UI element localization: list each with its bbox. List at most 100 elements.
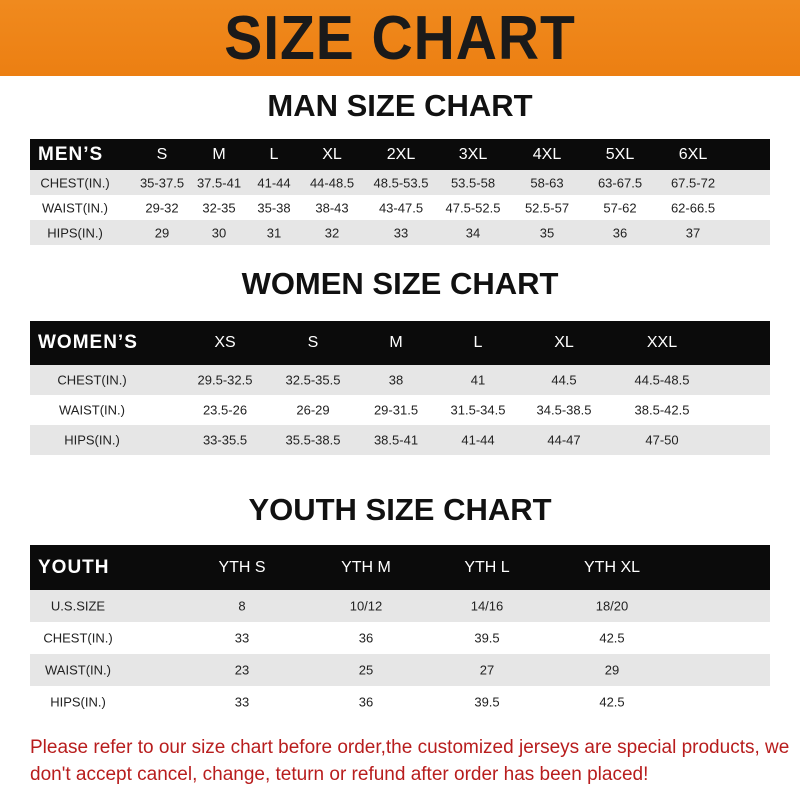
table-cell: 18/20 <box>595 598 629 614</box>
table-cell: 25 <box>358 662 374 678</box>
table-cell: 33 <box>234 694 250 710</box>
table-cell: 42.5 <box>599 630 625 646</box>
table-cell: 41-44 <box>461 432 495 448</box>
table-row: HIPS(IN.) 33 36 39.5 42.5 <box>30 686 770 718</box>
table-row: WAIST(IN.) 23 25 27 29 <box>30 654 770 686</box>
table-cell: 8 <box>238 598 246 614</box>
table-cell: YTH S <box>218 558 266 576</box>
table-cell: 31 <box>266 225 282 240</box>
table-cell: 6XL <box>678 145 708 163</box>
women-size-table: WOMEN’S XS S M L XL XXL CHEST(IN.) 29.5-32.5 32.5… <box>30 321 770 455</box>
row-label: WAIST(IN.) <box>59 402 125 418</box>
table-cell: 29-32 <box>145 200 179 215</box>
table-cell: 62-66.5 <box>670 200 716 215</box>
table-cell: 57-62 <box>603 200 637 215</box>
table-cell: 29-31.5 <box>373 402 419 418</box>
table-cell: 35-37.5 <box>139 175 185 190</box>
row-label: HIPS(IN.) <box>47 225 103 240</box>
table-cell: 39.5 <box>474 694 500 710</box>
table-cell: 38-43 <box>315 200 349 215</box>
header-row: WOMEN’S XS S M L XL XXL <box>30 321 770 365</box>
table-cell: 5XL <box>605 145 635 163</box>
table-cell: 32.5-35.5 <box>285 372 341 388</box>
table-cell: S <box>307 334 319 351</box>
table-cell: 29 <box>154 225 170 240</box>
table-cell: YTH L <box>464 558 510 576</box>
table-cell: 48.5-53.5 <box>373 175 429 190</box>
table-cell: 47-50 <box>645 432 679 448</box>
row-label: MEN’S <box>38 143 104 165</box>
table-cell: XL <box>322 145 342 163</box>
table-row: U.S.SIZE 8 10/12 14/16 18/20 <box>30 590 770 622</box>
table-cell: 44.5 <box>551 372 577 388</box>
table-cell: 23 <box>234 662 250 678</box>
table-cell: 53.5-58 <box>450 175 496 190</box>
table-row: CHEST(IN.) 29.5-32.5 32.5-35.5 38 41 44.5 44.5… <box>30 365 770 395</box>
table-cell: XL <box>554 334 574 351</box>
header-row: YOUTH YTH S YTH M YTH L YTH XL <box>30 545 770 590</box>
row-label: WAIST(IN.) <box>45 662 111 678</box>
table-cell: 38.5-41 <box>373 432 419 448</box>
table-cell: S <box>156 145 168 163</box>
table-cell: 32-35 <box>202 200 236 215</box>
table-cell: 37.5-41 <box>196 175 242 190</box>
table-cell: 3XL <box>458 145 488 163</box>
table-cell: 63-67.5 <box>597 175 643 190</box>
row-label: CHEST(IN.) <box>40 175 110 190</box>
row-label: CHEST(IN.) <box>43 630 113 646</box>
table-cell: L <box>269 145 279 163</box>
table-cell: YTH M <box>341 558 391 576</box>
table-cell: 37 <box>685 225 701 240</box>
table-cell: 34 <box>465 225 481 240</box>
banner-title: SIZE CHART <box>224 3 576 73</box>
table-cell: 26-29 <box>296 402 330 418</box>
table-row: WAIST(IN.) 29-32 32-35 35-38 38-43 43-47.5 47.… <box>30 195 770 220</box>
table-cell: M <box>212 145 226 163</box>
banner: SIZE CHART <box>0 0 800 76</box>
table-row: CHEST(IN.) 33 36 39.5 42.5 <box>30 622 770 654</box>
table-cell: 39.5 <box>474 630 500 646</box>
table-cell: 42.5 <box>599 694 625 710</box>
table-cell: 47.5-52.5 <box>445 200 501 215</box>
men-title: MAN SIZE CHART <box>267 88 533 123</box>
table-cell: 29 <box>604 662 620 678</box>
men-size-table: MEN’S S M L XL 2XL 3XL 4XL 5XL 6XL CHEST(IN.) 35-37… <box>30 139 770 245</box>
row-label: U.S.SIZE <box>50 598 106 614</box>
row-label: YOUTH <box>38 556 110 578</box>
table-row: CHEST(IN.) 35-37.5 37.5-41 41-44 44-48.5 48.5… <box>30 170 770 195</box>
table-cell: 35 <box>539 225 555 240</box>
order-notice: Please refer to our size chart before or… <box>30 737 790 785</box>
table-cell: 29.5-32.5 <box>197 372 253 388</box>
table-cell: 32 <box>324 225 340 240</box>
table-cell: 33-35.5 <box>202 432 248 448</box>
table-cell: 44.5-48.5 <box>634 372 690 388</box>
table-cell: 41-44 <box>257 175 291 190</box>
table-cell: 33 <box>234 630 250 646</box>
table-cell: 35.5-38.5 <box>285 432 341 448</box>
table-cell: 44-48.5 <box>309 175 355 190</box>
table-cell: 33 <box>393 225 409 240</box>
table-cell: M <box>389 334 403 351</box>
youth-size-table: YOUTH YTH S YTH M YTH L YTH XL U.S.SIZE 8 10/12… <box>30 545 770 718</box>
table-cell: 31.5-34.5 <box>450 402 506 418</box>
table-cell: 52.5-57 <box>524 200 570 215</box>
row-label: HIPS(IN.) <box>50 694 106 710</box>
table-cell: 58-63 <box>530 175 564 190</box>
row-label: HIPS(IN.) <box>64 432 120 448</box>
table-cell: 36 <box>358 694 374 710</box>
table-cell: YTH XL <box>583 558 641 576</box>
table-cell: L <box>473 334 483 351</box>
table-cell: 34.5-38.5 <box>536 402 592 418</box>
table-cell: 41 <box>470 372 486 388</box>
table-cell: 36 <box>358 630 374 646</box>
table-cell: 43-47.5 <box>378 200 424 215</box>
table-cell: 4XL <box>532 145 562 163</box>
table-cell: XXL <box>646 334 678 351</box>
table-cell: 2XL <box>386 145 416 163</box>
table-cell: XS <box>214 334 236 351</box>
row-label: WOMEN’S <box>38 332 138 353</box>
table-cell: 38.5-42.5 <box>634 402 690 418</box>
women-title: WOMEN SIZE CHART <box>241 266 559 301</box>
table-cell: 14/16 <box>470 598 504 614</box>
table-cell: 67.5-72 <box>670 175 716 190</box>
